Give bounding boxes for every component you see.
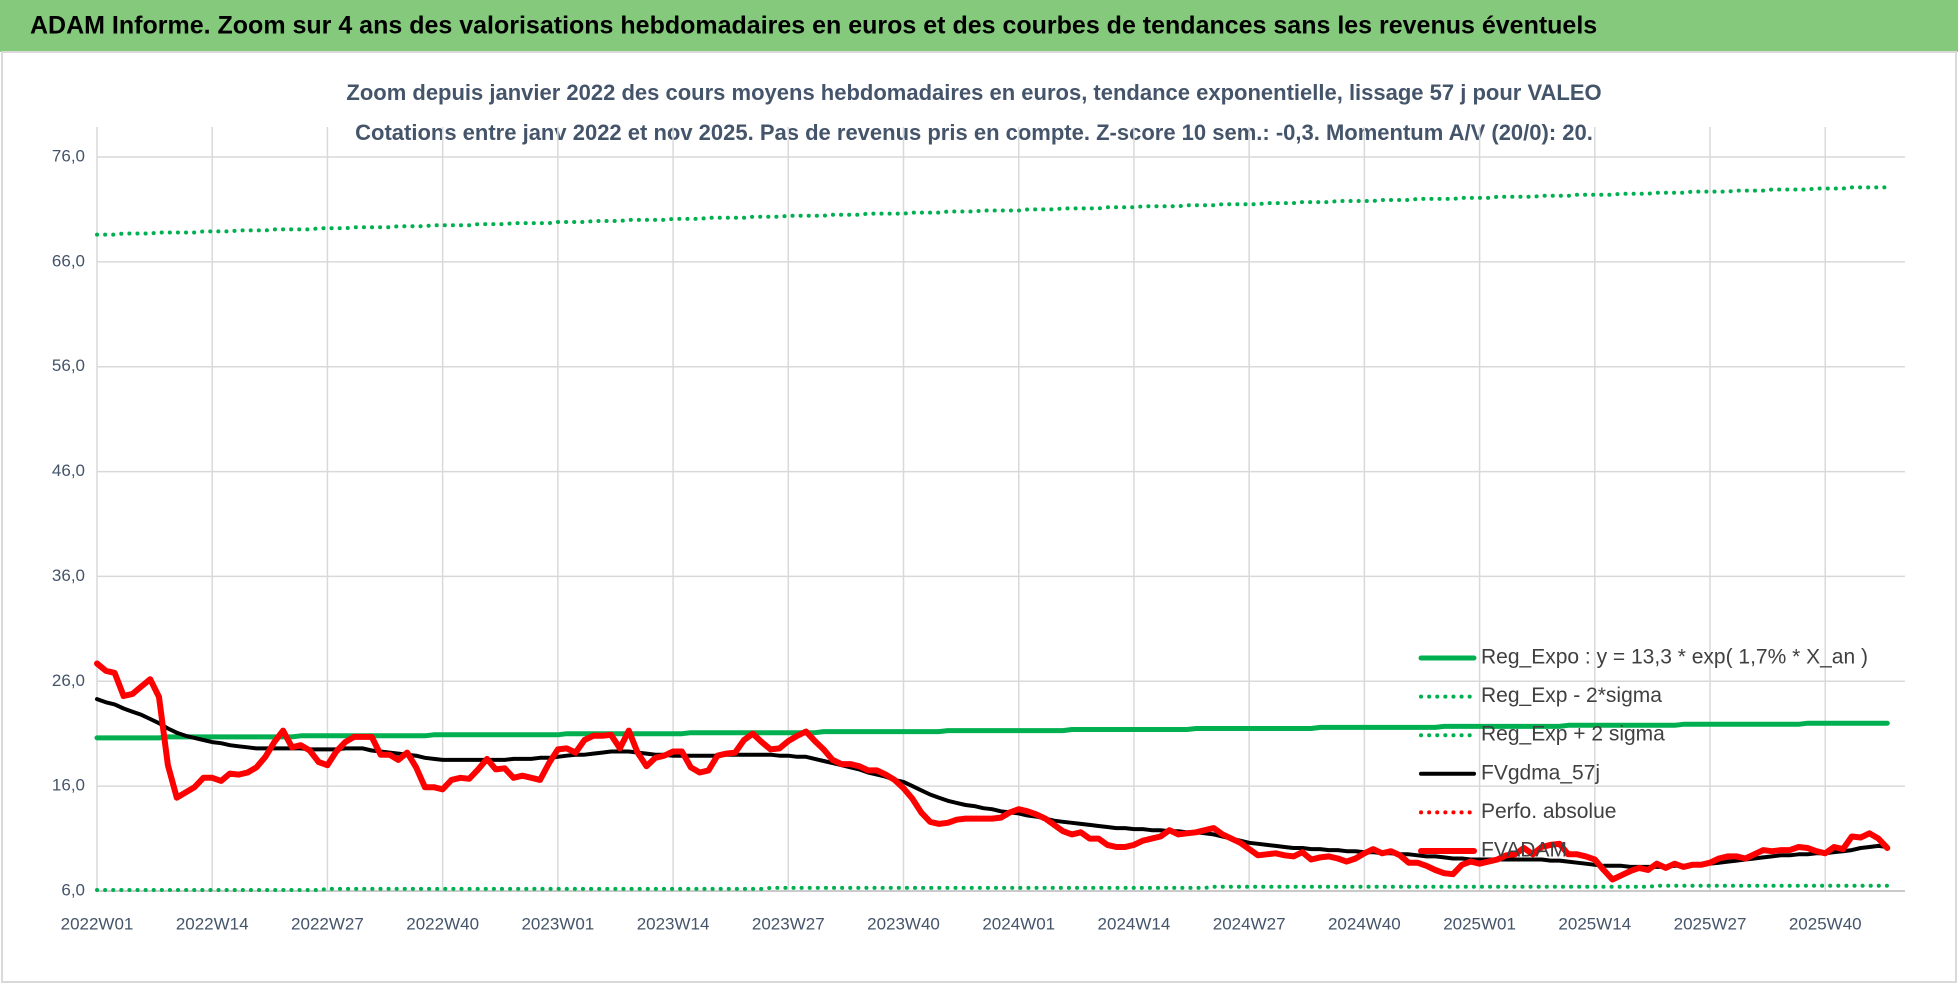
y-tick-label: 56,0: [52, 356, 85, 375]
x-tick-label: 2023W27: [752, 914, 825, 933]
series-line: [95, 883, 1890, 892]
y-tick-label: 6,0: [61, 880, 85, 899]
x-tick-label: 2025W27: [1674, 914, 1747, 933]
x-tick-label: 2024W01: [982, 914, 1055, 933]
legend-label: Perfo. absolue: [1481, 800, 1616, 823]
x-tick-label: 2022W27: [291, 914, 364, 933]
x-tick-label: 2024W40: [1328, 914, 1401, 933]
x-tick-label: 2024W27: [1213, 914, 1286, 933]
x-tick-label: 2025W40: [1789, 914, 1862, 933]
header-bar: [0, 0, 1958, 52]
y-tick-label: 66,0: [52, 251, 85, 270]
x-tick-label: 2023W01: [521, 914, 594, 933]
chart-subtitle: Cotations entre janv 2022 et nov 2025. P…: [355, 120, 1593, 145]
x-tick-label: 2025W14: [1558, 914, 1631, 933]
legend-label: FVgdma_57j: [1481, 761, 1600, 784]
x-tick-label: 2022W14: [176, 914, 249, 933]
x-tick-label: 2022W40: [406, 914, 479, 933]
chart-title: Zoom depuis janvier 2022 des cours moyen…: [346, 80, 1601, 105]
legend-label: Reg_Expo : y = 13,3 * exp( 1,7% * X_an ): [1481, 646, 1868, 669]
x-tick-label: 2024W14: [1098, 914, 1171, 933]
series-line: [95, 185, 1890, 237]
x-tick-label: 2022W01: [61, 914, 134, 933]
legend-label: Reg_Exp + 2 sigma: [1481, 723, 1665, 746]
series-line: [94, 660, 1891, 883]
y-tick-label: 16,0: [52, 776, 85, 795]
x-tick-label: 2025W01: [1443, 914, 1516, 933]
header-title: ADAM Informe. Zoom sur 4 ans des valoris…: [30, 12, 1597, 40]
series-line: [95, 697, 1890, 869]
y-tick-label: 26,0: [52, 671, 85, 690]
chart-frame: [1, 51, 1957, 983]
x-tick-label: 2023W14: [637, 914, 710, 933]
legend-label: FVADAM: [1481, 839, 1567, 862]
series-line: [94, 720, 1890, 741]
legend-label: Reg_Exp - 2*sigma: [1481, 684, 1662, 707]
y-tick-label: 36,0: [52, 566, 85, 585]
x-tick-label: 2023W40: [867, 914, 940, 933]
y-tick-label: 46,0: [52, 461, 85, 480]
y-tick-label: 76,0: [52, 146, 85, 165]
